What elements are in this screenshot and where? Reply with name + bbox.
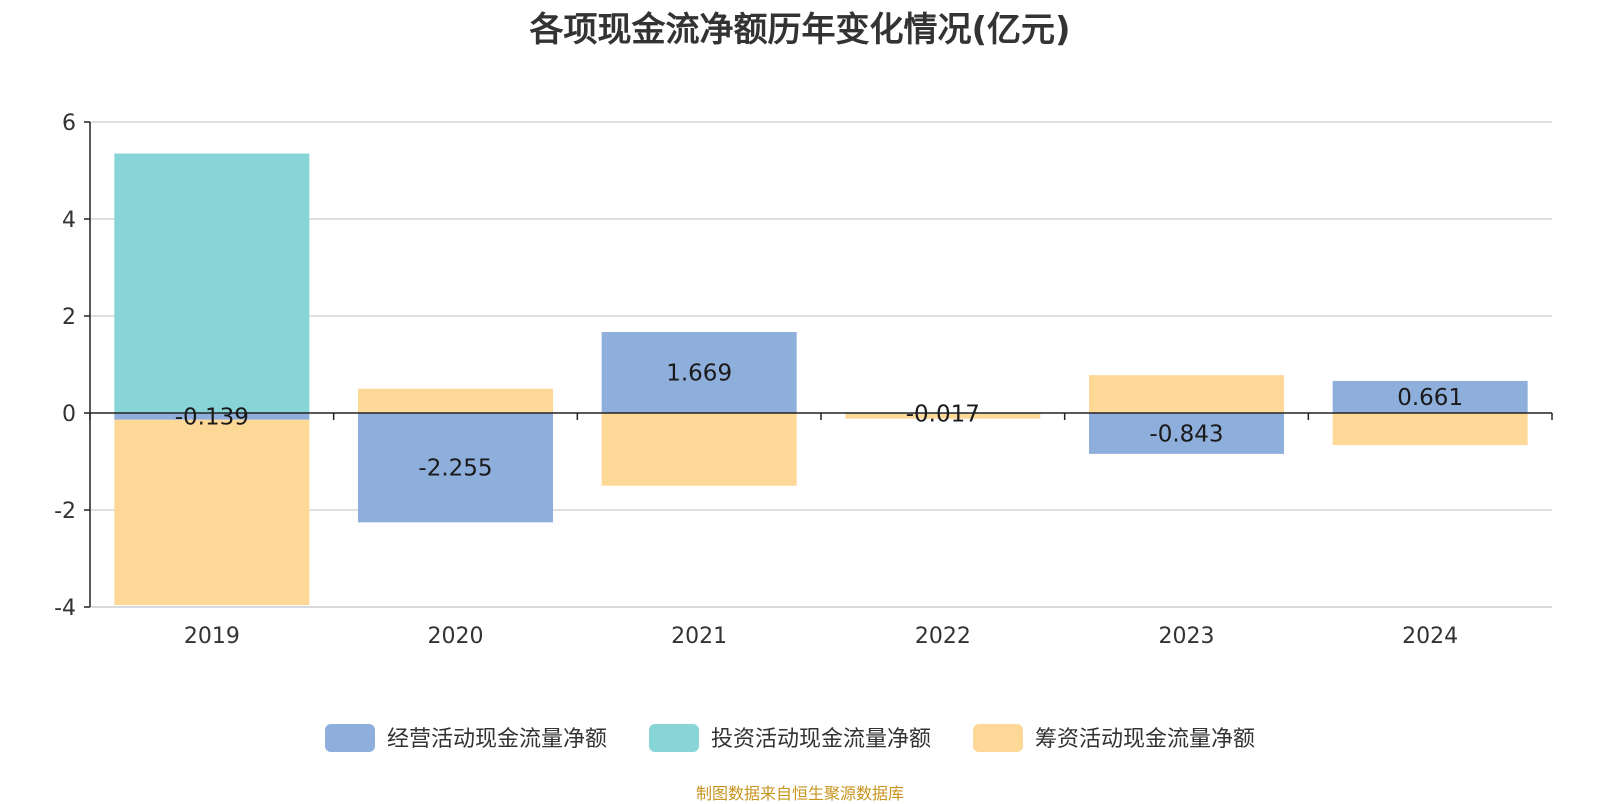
data-label: -0.017 bbox=[906, 401, 980, 427]
bar-financing-2022 bbox=[845, 413, 1041, 419]
bar-operating-2024 bbox=[1332, 380, 1528, 413]
y-tick-label: -2 bbox=[54, 499, 76, 524]
y-tick-label: 2 bbox=[62, 305, 76, 330]
source-note: 制图数据来自恒生聚源数据库 bbox=[695, 784, 904, 803]
legend-swatch bbox=[649, 724, 699, 752]
y-tick-label: 4 bbox=[62, 208, 76, 233]
x-tick-label: 2024 bbox=[1402, 624, 1458, 649]
bar-investing-2019 bbox=[114, 153, 310, 413]
x-tick-label: 2023 bbox=[1159, 624, 1215, 649]
legend-label: 投资活动现金流量净额 bbox=[711, 727, 931, 752]
legend-label: 经营活动现金流量净额 bbox=[387, 727, 607, 752]
x-tick-label: 2022 bbox=[915, 624, 971, 649]
data-label: -0.139 bbox=[175, 404, 249, 430]
legend-swatch bbox=[325, 724, 375, 752]
bar-financing-2023 bbox=[1089, 375, 1284, 413]
bar-financing-2020 bbox=[358, 388, 553, 413]
y-tick-label: 6 bbox=[62, 111, 76, 136]
data-label: -0.843 bbox=[1149, 421, 1223, 447]
y-tick-label: 0 bbox=[62, 402, 76, 427]
bar-operating-2023 bbox=[1089, 413, 1284, 454]
data-label: 0.661 bbox=[1397, 385, 1463, 411]
legend-swatch bbox=[973, 724, 1023, 752]
legend-label: 筹资活动现金流量净额 bbox=[1035, 727, 1255, 752]
x-tick-label: 2019 bbox=[184, 624, 240, 649]
data-label: -2.255 bbox=[418, 456, 492, 482]
bar-financing-2021 bbox=[601, 413, 797, 486]
chart-title: 各项现金流净额历年变化情况(亿元) bbox=[529, 10, 1071, 50]
bar-operating-2019 bbox=[114, 413, 310, 420]
x-tick-label: 2021 bbox=[671, 624, 727, 649]
bar-financing-2019 bbox=[114, 419, 310, 606]
data-label: 1.669 bbox=[666, 361, 732, 387]
x-tick-label: 2020 bbox=[428, 624, 484, 649]
y-tick-label: -4 bbox=[54, 596, 76, 621]
bar-financing-2024 bbox=[1332, 413, 1528, 446]
bar-operating-2020 bbox=[358, 413, 553, 523]
bar-operating-2021 bbox=[601, 332, 797, 413]
